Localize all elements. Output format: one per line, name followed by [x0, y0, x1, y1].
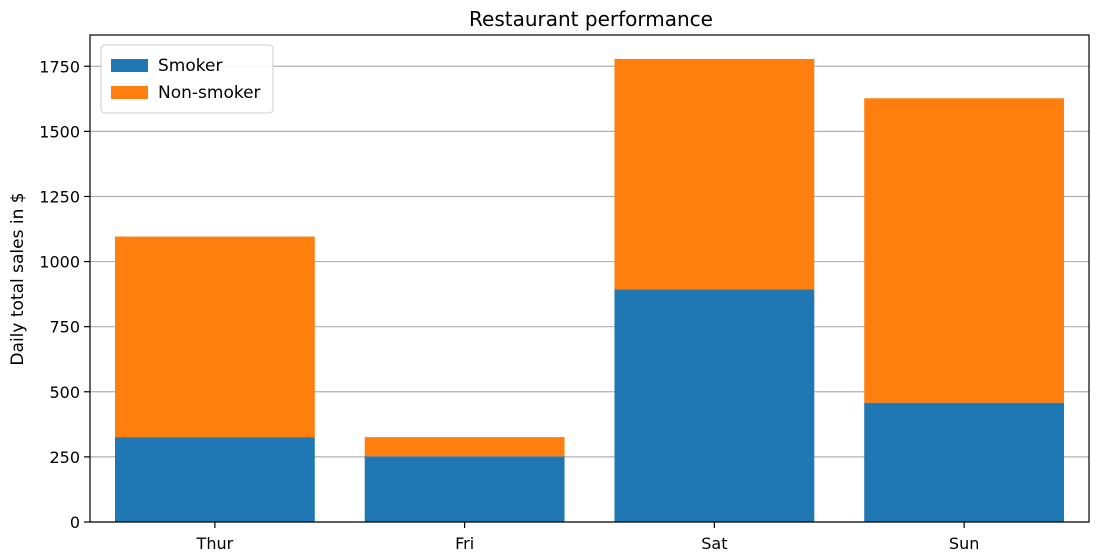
bar-smoker-thur: [114, 437, 315, 522]
y-tick-label: 1750: [39, 57, 80, 76]
bars: [114, 58, 1065, 522]
x-tick-label: Sun: [949, 534, 979, 553]
bar-non-smoker-sat: [614, 58, 815, 290]
y-axis-title: Daily total sales in $: [8, 192, 28, 365]
chart-title: Restaurant performance: [469, 7, 713, 31]
bar-smoker-fri: [364, 456, 565, 522]
legend-label: Smoker: [158, 56, 222, 76]
legend-label: Non-smoker: [158, 83, 261, 103]
bar-smoker-sat: [614, 289, 815, 522]
y-tick-label: 750: [49, 318, 80, 337]
legend-swatch: [111, 86, 148, 99]
y-tick-label: 1500: [39, 122, 80, 141]
y-tick-label: 250: [49, 448, 80, 467]
bar-non-smoker-fri: [364, 437, 565, 457]
y-tick-label: 1250: [39, 187, 80, 206]
x-tick-label: Thur: [196, 534, 234, 553]
bar-non-smoker-thur: [114, 236, 315, 438]
x-tick-label: Sat: [701, 534, 727, 553]
axes: 0 250 500 750 1000 1250 1500 1750 Thur Fri Sat Sun: [39, 34, 1090, 553]
bar-non-smoker-sun: [864, 98, 1065, 403]
legend-swatch: [111, 59, 148, 72]
y-tick-label: 1000: [39, 253, 80, 272]
plot-frame: [89, 34, 1090, 523]
legend: Smoker Non-smoker: [100, 44, 274, 114]
x-tick-label: Fri: [455, 534, 474, 553]
y-tick-label: 500: [49, 383, 80, 402]
bar-smoker-sun: [864, 402, 1065, 522]
y-tick-label: 0: [70, 513, 80, 532]
